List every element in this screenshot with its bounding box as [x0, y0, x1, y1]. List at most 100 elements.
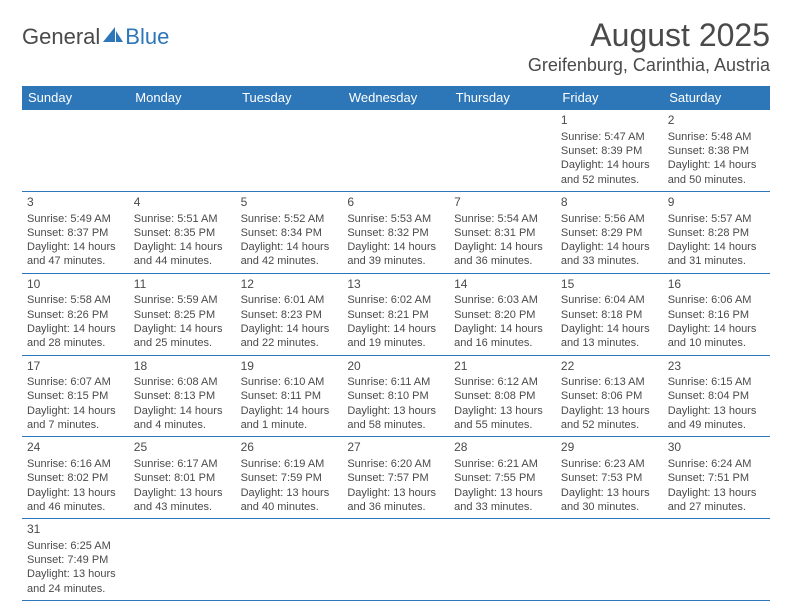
day-header: Monday [129, 86, 236, 110]
day-number: 13 [347, 277, 444, 293]
daylight-text: and 16 minutes. [454, 336, 551, 350]
day-number: 28 [454, 440, 551, 456]
day-number: 21 [454, 359, 551, 375]
daylight-text: and 49 minutes. [668, 418, 765, 432]
calendar-cell: 27Sunrise: 6:20 AMSunset: 7:57 PMDayligh… [342, 437, 449, 519]
sunrise-text: Sunrise: 6:02 AM [347, 293, 444, 307]
daylight-text: and 19 minutes. [347, 336, 444, 350]
sunset-text: Sunset: 8:20 PM [454, 308, 551, 322]
sunset-text: Sunset: 8:39 PM [561, 144, 658, 158]
daylight-text: Daylight: 14 hours [134, 404, 231, 418]
calendar-cell-empty [342, 110, 449, 192]
daylight-text: and 1 minute. [241, 418, 338, 432]
day-number: 27 [347, 440, 444, 456]
sunset-text: Sunset: 8:06 PM [561, 389, 658, 403]
logo: GeneralBlue [22, 24, 169, 50]
daylight-text: Daylight: 14 hours [454, 322, 551, 336]
calendar-cell: 8Sunrise: 5:56 AMSunset: 8:29 PMDaylight… [556, 191, 663, 273]
calendar-cell: 30Sunrise: 6:24 AMSunset: 7:51 PMDayligh… [663, 437, 770, 519]
calendar-cell-empty [22, 110, 129, 192]
daylight-text: Daylight: 13 hours [347, 486, 444, 500]
daylight-text: Daylight: 14 hours [561, 240, 658, 254]
daylight-text: Daylight: 13 hours [27, 567, 124, 581]
day-number: 17 [27, 359, 124, 375]
day-header: Friday [556, 86, 663, 110]
sunrise-text: Sunrise: 6:25 AM [27, 539, 124, 553]
daylight-text: and 36 minutes. [347, 500, 444, 514]
calendar-cell: 17Sunrise: 6:07 AMSunset: 8:15 PMDayligh… [22, 355, 129, 437]
calendar-cell: 18Sunrise: 6:08 AMSunset: 8:13 PMDayligh… [129, 355, 236, 437]
calendar-row: 10Sunrise: 5:58 AMSunset: 8:26 PMDayligh… [22, 273, 770, 355]
daylight-text: and 24 minutes. [27, 582, 124, 596]
daylight-text: Daylight: 13 hours [27, 486, 124, 500]
sunrise-text: Sunrise: 6:03 AM [454, 293, 551, 307]
day-number: 30 [668, 440, 765, 456]
daylight-text: Daylight: 13 hours [134, 486, 231, 500]
sunrise-text: Sunrise: 6:12 AM [454, 375, 551, 389]
calendar-cell: 23Sunrise: 6:15 AMSunset: 8:04 PMDayligh… [663, 355, 770, 437]
sunset-text: Sunset: 8:01 PM [134, 471, 231, 485]
day-number: 22 [561, 359, 658, 375]
sunset-text: Sunset: 8:37 PM [27, 226, 124, 240]
day-header: Wednesday [342, 86, 449, 110]
calendar-cell: 7Sunrise: 5:54 AMSunset: 8:31 PMDaylight… [449, 191, 556, 273]
day-number: 25 [134, 440, 231, 456]
title-block: August 2025 Greifenburg, Carinthia, Aust… [528, 18, 770, 76]
sunrise-text: Sunrise: 6:11 AM [347, 375, 444, 389]
calendar-cell: 21Sunrise: 6:12 AMSunset: 8:08 PMDayligh… [449, 355, 556, 437]
daylight-text: Daylight: 14 hours [241, 240, 338, 254]
daylight-text: and 13 minutes. [561, 336, 658, 350]
daylight-text: and 22 minutes. [241, 336, 338, 350]
sunrise-text: Sunrise: 5:48 AM [668, 130, 765, 144]
sunset-text: Sunset: 8:32 PM [347, 226, 444, 240]
day-number: 10 [27, 277, 124, 293]
calendar-row: 3Sunrise: 5:49 AMSunset: 8:37 PMDaylight… [22, 191, 770, 273]
daylight-text: Daylight: 14 hours [134, 322, 231, 336]
calendar-row: 31Sunrise: 6:25 AMSunset: 7:49 PMDayligh… [22, 519, 770, 601]
daylight-text: Daylight: 14 hours [668, 322, 765, 336]
daylight-text: and 33 minutes. [454, 500, 551, 514]
sunrise-text: Sunrise: 5:56 AM [561, 212, 658, 226]
daylight-text: Daylight: 13 hours [668, 404, 765, 418]
daylight-text: Daylight: 13 hours [241, 486, 338, 500]
calendar-cell: 10Sunrise: 5:58 AMSunset: 8:26 PMDayligh… [22, 273, 129, 355]
calendar-cell: 1Sunrise: 5:47 AMSunset: 8:39 PMDaylight… [556, 110, 663, 192]
page-title: August 2025 [528, 18, 770, 53]
sunrise-text: Sunrise: 5:58 AM [27, 293, 124, 307]
daylight-text: and 30 minutes. [561, 500, 658, 514]
day-number: 6 [347, 195, 444, 211]
day-number: 18 [134, 359, 231, 375]
calendar-body: 1Sunrise: 5:47 AMSunset: 8:39 PMDaylight… [22, 110, 770, 601]
day-header-row: SundayMondayTuesdayWednesdayThursdayFrid… [22, 86, 770, 110]
sunset-text: Sunset: 8:02 PM [27, 471, 124, 485]
sunrise-text: Sunrise: 5:52 AM [241, 212, 338, 226]
day-number: 4 [134, 195, 231, 211]
calendar-cell: 31Sunrise: 6:25 AMSunset: 7:49 PMDayligh… [22, 519, 129, 601]
calendar-cell: 19Sunrise: 6:10 AMSunset: 8:11 PMDayligh… [236, 355, 343, 437]
daylight-text: Daylight: 14 hours [134, 240, 231, 254]
calendar-cell-empty [342, 519, 449, 601]
calendar-cell-empty [449, 519, 556, 601]
sunset-text: Sunset: 8:25 PM [134, 308, 231, 322]
daylight-text: Daylight: 14 hours [347, 240, 444, 254]
daylight-text: Daylight: 14 hours [561, 158, 658, 172]
daylight-text: and 4 minutes. [134, 418, 231, 432]
calendar-cell: 14Sunrise: 6:03 AMSunset: 8:20 PMDayligh… [449, 273, 556, 355]
sunset-text: Sunset: 8:23 PM [241, 308, 338, 322]
day-number: 16 [668, 277, 765, 293]
calendar-cell-empty [129, 519, 236, 601]
day-number: 5 [241, 195, 338, 211]
location: Greifenburg, Carinthia, Austria [528, 55, 770, 76]
sunrise-text: Sunrise: 6:06 AM [668, 293, 765, 307]
daylight-text: Daylight: 14 hours [347, 322, 444, 336]
day-number: 26 [241, 440, 338, 456]
calendar-row: 1Sunrise: 5:47 AMSunset: 8:39 PMDaylight… [22, 110, 770, 192]
daylight-text: and 52 minutes. [561, 418, 658, 432]
sunrise-text: Sunrise: 6:15 AM [668, 375, 765, 389]
sunset-text: Sunset: 8:13 PM [134, 389, 231, 403]
sunset-text: Sunset: 8:16 PM [668, 308, 765, 322]
sunset-text: Sunset: 8:04 PM [668, 389, 765, 403]
calendar-cell-empty [129, 110, 236, 192]
daylight-text: and 44 minutes. [134, 254, 231, 268]
daylight-text: and 27 minutes. [668, 500, 765, 514]
